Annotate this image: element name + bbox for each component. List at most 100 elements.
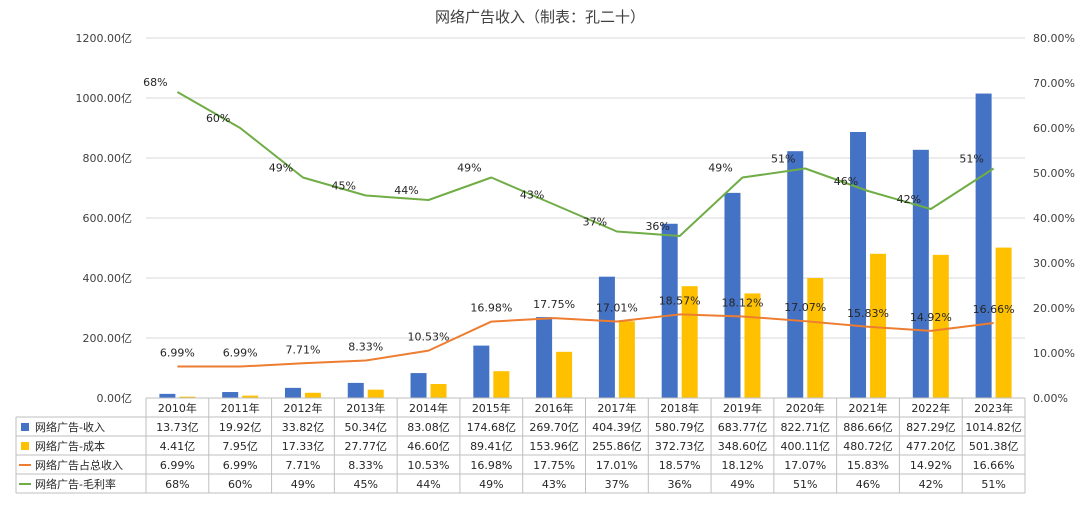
category-label: 2023年 xyxy=(974,401,1013,415)
data-label: 17.07% xyxy=(784,301,826,314)
table-cell: 68% xyxy=(165,478,189,491)
table-cell: 37% xyxy=(605,478,629,491)
line-series xyxy=(176,91,995,368)
table-cell: 14.92% xyxy=(910,459,952,472)
left-tick-label: 400.00亿 xyxy=(83,272,133,285)
table-cell: 7.95亿 xyxy=(222,440,258,453)
line-gross-margin xyxy=(176,91,995,237)
table-cell: 43% xyxy=(542,478,566,491)
table-cell: 6.99% xyxy=(223,459,258,472)
table-cell: 89.41亿 xyxy=(470,440,513,453)
bar-cost xyxy=(932,254,949,398)
category-label: 2012年 xyxy=(283,401,322,415)
data-label: 49% xyxy=(457,162,481,175)
left-axis: 0.00亿 200.00亿 400.00亿 600.00亿 800.00亿 1000.00… xyxy=(76,32,133,405)
table-cell: 13.73亿 xyxy=(156,421,199,434)
data-label: 36% xyxy=(645,220,669,233)
data-label: 16.66% xyxy=(973,303,1015,316)
data-label: 37% xyxy=(583,216,607,229)
table-cell: 4.41亿 xyxy=(160,440,196,453)
legend-label: 网络广告-收入 xyxy=(35,420,105,434)
category-label: 2010年 xyxy=(158,401,197,415)
bar-cost xyxy=(367,389,384,398)
data-label: 16.98% xyxy=(470,302,512,315)
data-label: 49% xyxy=(269,162,293,175)
bar-revenue xyxy=(661,223,678,398)
category-label: 2018年 xyxy=(660,401,699,415)
data-label: 14.92% xyxy=(910,311,952,324)
category-label: 2016年 xyxy=(535,401,574,415)
category-label: 2014年 xyxy=(409,401,448,415)
category-label: 2017年 xyxy=(597,401,636,415)
bar-revenue xyxy=(912,149,929,398)
data-label: 45% xyxy=(332,180,356,193)
data-label: 44% xyxy=(394,184,418,197)
table-cell: 269.70亿 xyxy=(529,421,579,434)
bar-revenue xyxy=(347,382,364,398)
table-cell: 51% xyxy=(981,478,1005,491)
right-tick-label: 0.00% xyxy=(1033,392,1068,405)
chart-title: 网络广告收入（制表：孔二十） xyxy=(435,8,645,26)
category-label: 2022年 xyxy=(911,401,950,415)
category-label: 2020年 xyxy=(786,401,825,415)
bar-cost xyxy=(870,253,887,398)
data-label: 17.01% xyxy=(596,301,638,314)
data-label: 60% xyxy=(206,112,230,125)
legend-label: 网络广告-成本 xyxy=(35,439,105,453)
table-cell: 7.71% xyxy=(285,459,320,472)
table-cell: 15.83% xyxy=(847,459,889,472)
table-cell: 51% xyxy=(793,478,817,491)
bar-cost xyxy=(995,247,1012,398)
data-label: 43% xyxy=(520,189,544,202)
data-label: 18.12% xyxy=(721,296,763,309)
bar-cost xyxy=(430,384,447,398)
data-label: 17.75% xyxy=(533,298,575,311)
table-cell: 27.77亿 xyxy=(345,440,388,453)
left-tick-label: 1000.00亿 xyxy=(76,92,133,105)
table-cell: 33.82亿 xyxy=(282,421,325,434)
bar-series xyxy=(159,93,1012,398)
category-label: 2019年 xyxy=(723,401,762,415)
category-label: 2013年 xyxy=(346,401,385,415)
data-label: 6.99% xyxy=(223,347,258,360)
table-cell: 827.29亿 xyxy=(906,421,956,434)
table-cell: 580.79亿 xyxy=(655,421,705,434)
table-cell: 49% xyxy=(730,478,754,491)
table-cell: 17.01% xyxy=(596,459,638,472)
table-cell: 42% xyxy=(919,478,943,491)
data-label: 7.71% xyxy=(285,343,320,356)
table-cell: 60% xyxy=(228,478,252,491)
right-tick-label: 50.00% xyxy=(1033,167,1075,180)
table-cell: 46% xyxy=(856,478,880,491)
table-cell: 6.99% xyxy=(160,459,195,472)
table-cell: 174.68亿 xyxy=(467,421,517,434)
bar-revenue xyxy=(159,393,176,398)
left-tick-label: 1200.00亿 xyxy=(76,32,133,45)
table-cell: 1014.82亿 xyxy=(965,421,1022,434)
left-tick-label: 800.00亿 xyxy=(83,152,133,165)
data-label: 51% xyxy=(771,153,795,166)
bar-revenue xyxy=(598,276,615,398)
table-cell: 255.86亿 xyxy=(592,440,642,453)
table-cell: 49% xyxy=(291,478,315,491)
data-label: 46% xyxy=(834,175,858,188)
table-cell: 10.53% xyxy=(408,459,450,472)
right-tick-label: 80.00% xyxy=(1033,32,1075,45)
table-cell: 19.92亿 xyxy=(219,421,262,434)
table-cell: 16.66% xyxy=(973,459,1015,472)
bar-revenue xyxy=(222,392,239,398)
bar-cost xyxy=(493,371,510,398)
bar-revenue xyxy=(787,151,804,398)
table-cell: 477.20亿 xyxy=(906,440,956,453)
bar-revenue xyxy=(284,387,301,398)
data-labels: 6.99% 6.99% 7.71% 8.33% 10.53% 16.98% 17.75% 17… xyxy=(143,76,1014,360)
bar-revenue xyxy=(473,345,490,398)
table-cell: 50.34亿 xyxy=(345,421,388,434)
table-cell: 17.33亿 xyxy=(282,440,325,453)
category-label: 2011年 xyxy=(221,401,260,415)
table-cell: 501.38亿 xyxy=(969,440,1019,453)
bar-revenue xyxy=(975,93,992,398)
data-label: 51% xyxy=(959,153,983,166)
data-label: 49% xyxy=(708,162,732,175)
